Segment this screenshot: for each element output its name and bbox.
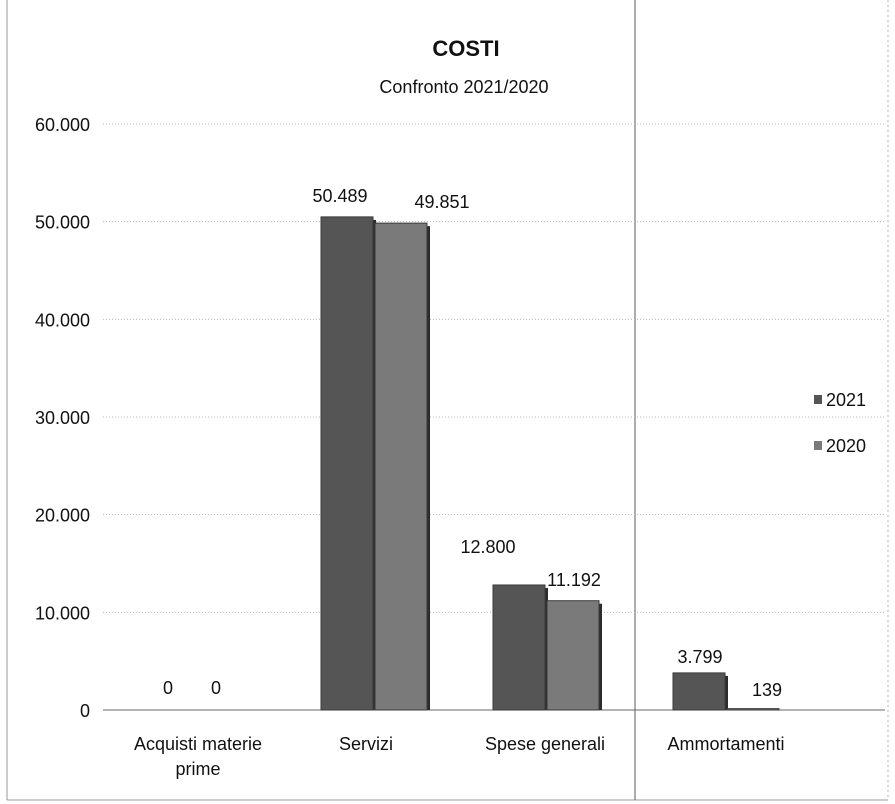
legend-swatch-2020 (814, 441, 822, 450)
category-labels: Acquisti materie prime Servizi Spese genera… (134, 734, 785, 779)
data-label-2021-3: 3.799 (677, 647, 722, 667)
legend-label-2021: 2021 (826, 390, 866, 410)
legend-label-2020: 2020 (826, 436, 866, 456)
category-label: Acquisti materie (134, 734, 262, 754)
data-label-2020-0: 0 (211, 678, 221, 698)
y-tick-label: 0 (80, 701, 90, 721)
data-label-2021-2: 12.800 (460, 537, 515, 557)
y-tick-label: 50.000 (35, 213, 90, 233)
data-label-2020-1: 49.851 (414, 192, 469, 212)
data-label-2021-1: 50.489 (312, 186, 367, 206)
legend: 2021 2020 (814, 390, 866, 456)
y-tick-label: 40.000 (35, 310, 90, 330)
category-label: prime (175, 759, 220, 779)
y-tick-label: 10.000 (35, 603, 90, 623)
y-tick-label: 20.000 (35, 506, 90, 526)
bars (320, 216, 780, 711)
category-label: Spese generali (485, 734, 605, 754)
bar-2021-3 (672, 672, 726, 711)
y-tick-label: 60.000 (35, 115, 90, 135)
data-labels: 0 50.489 12.800 3.799 0 49.851 11.192 139 (163, 186, 782, 700)
data-label-2021-0: 0 (163, 678, 173, 698)
bar-2020-3 (726, 708, 780, 711)
bar-2021-2 (492, 584, 546, 711)
y-axis-ticks: 0 10.000 20.000 30.000 40.000 50.000 60.000 (35, 115, 90, 721)
data-label-2020-2: 11.192 (547, 570, 601, 590)
bar-2020-1 (374, 222, 428, 711)
bar-2021-1 (320, 216, 374, 711)
legend-swatch-2021 (814, 395, 822, 404)
data-label-2020-3: 139 (752, 680, 782, 700)
y-tick-label: 30.000 (35, 408, 90, 428)
chart-subtitle: Confronto 2021/2020 (379, 77, 548, 97)
bar-2020-2 (546, 600, 600, 711)
chart-title: COSTI (432, 36, 499, 61)
category-label: Servizi (339, 734, 393, 754)
category-label: Ammortamenti (667, 734, 784, 754)
